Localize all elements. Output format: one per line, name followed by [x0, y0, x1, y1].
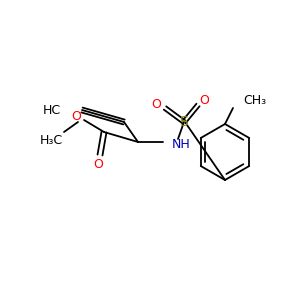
- Text: O: O: [151, 98, 161, 110]
- Text: HC: HC: [43, 103, 61, 116]
- Text: S: S: [180, 115, 188, 129]
- Text: O: O: [199, 94, 209, 106]
- Text: O: O: [71, 110, 81, 124]
- Text: O: O: [93, 158, 103, 170]
- Text: NH: NH: [172, 137, 191, 151]
- Text: H₃C: H₃C: [39, 134, 63, 146]
- Text: CH₃: CH₃: [243, 94, 266, 106]
